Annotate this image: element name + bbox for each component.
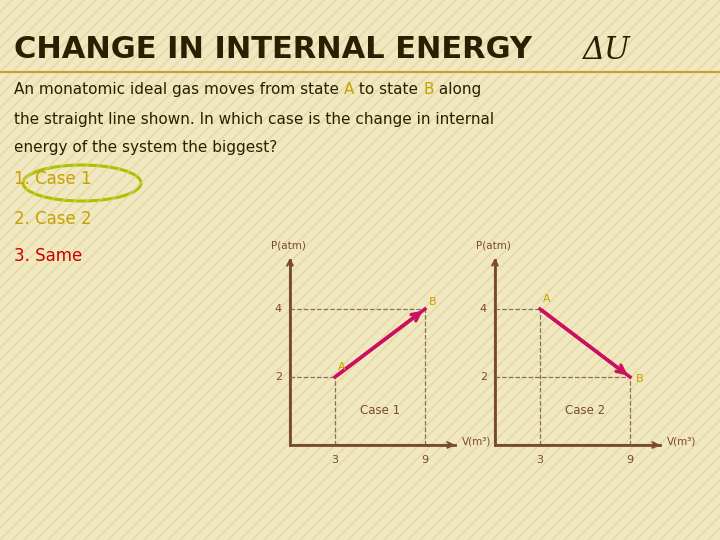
Text: V(m³): V(m³) [667, 437, 696, 447]
Text: P(atm): P(atm) [271, 240, 305, 250]
Text: the straight line shown. In which case is the change in internal: the straight line shown. In which case i… [14, 112, 494, 127]
Text: A: A [344, 82, 354, 97]
Text: CHANGE IN INTERNAL ENERGY: CHANGE IN INTERNAL ENERGY [14, 35, 543, 64]
Text: 3. Same: 3. Same [14, 247, 82, 265]
Text: to state: to state [354, 82, 423, 97]
Text: along: along [433, 82, 481, 97]
Text: 3: 3 [331, 455, 338, 465]
Text: P(atm): P(atm) [476, 240, 510, 250]
Text: B: B [423, 82, 433, 97]
Text: energy of the system the biggest?: energy of the system the biggest? [14, 140, 277, 155]
Text: Case 1: Case 1 [360, 404, 400, 417]
Text: 9: 9 [421, 455, 428, 465]
Text: ΔU: ΔU [583, 35, 631, 66]
Text: B: B [429, 297, 436, 307]
Text: Case 2: Case 2 [565, 404, 605, 417]
Text: V(m³): V(m³) [462, 437, 491, 447]
Text: 1. Case 1: 1. Case 1 [14, 170, 91, 188]
Text: 2. Case 2: 2. Case 2 [14, 210, 91, 228]
Text: 4: 4 [275, 304, 282, 314]
Text: 3: 3 [536, 455, 544, 465]
Text: 2: 2 [480, 372, 487, 382]
Text: A: A [338, 362, 346, 372]
Text: An monatomic ideal gas moves from state: An monatomic ideal gas moves from state [14, 82, 344, 97]
Text: 2: 2 [275, 372, 282, 382]
Text: 4: 4 [480, 304, 487, 314]
Text: A: A [543, 294, 551, 304]
Text: B: B [636, 374, 644, 384]
Text: 9: 9 [626, 455, 634, 465]
